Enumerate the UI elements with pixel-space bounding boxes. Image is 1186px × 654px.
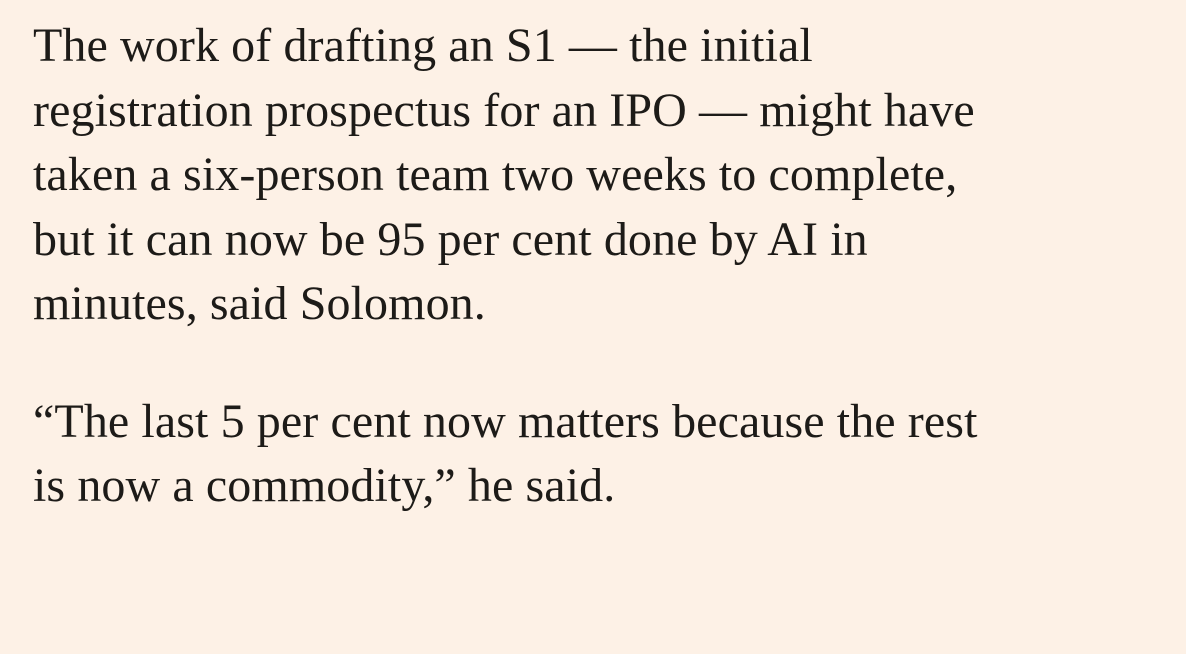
text-line: minutes, said Solomon.: [33, 277, 486, 330]
text-line: The work of drafting an S1 — the initial: [33, 19, 813, 72]
text-line: registration prospectus for an IPO — mig…: [33, 83, 975, 137]
text-line: taken a six-person team two weeks to com…: [33, 148, 958, 201]
text-line: but it can now be 95 per cent done by AI…: [33, 212, 868, 266]
text-line: “The last 5 per cent now matters because…: [33, 394, 978, 448]
text-line: is now a commodity,” he said.: [33, 459, 616, 512]
paragraph-solomon-s1: The work of drafting an S1 — the initial…: [33, 14, 1186, 337]
paragraph-quote: “The last 5 per cent now matters because…: [33, 390, 1186, 519]
